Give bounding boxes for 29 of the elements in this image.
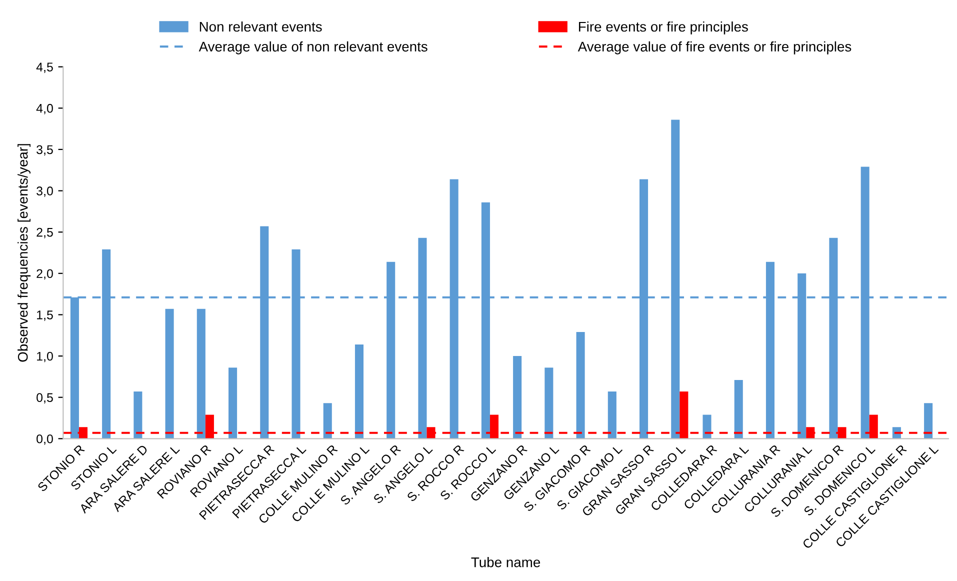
- bar: [544, 368, 554, 439]
- bar: [196, 308, 206, 439]
- y-axis-title: Observed frequencies [events/year]: [18, 144, 31, 362]
- y-tick-label: 0,0: [36, 434, 53, 445]
- y-tick-label: 4,0: [36, 104, 53, 114]
- legend-label: Average value of non relevant events: [198, 41, 428, 54]
- x-axis-title: Tube name: [471, 557, 540, 568]
- legend-label: Non relevant events: [200, 21, 322, 32]
- bar: [165, 308, 174, 439]
- y-tick-label: 3,0: [36, 186, 53, 197]
- y-tick-label: 3,5: [36, 145, 53, 156]
- y-tick-label: 1,5: [37, 310, 53, 321]
- bar: [354, 344, 364, 439]
- y-tick-label: 2,5: [36, 228, 53, 238]
- bar: [608, 392, 616, 439]
- legend-label: Average value of fire events or fire principles: [578, 41, 852, 54]
- bar: [734, 380, 743, 439]
- y-tick-label: 4,5: [36, 62, 53, 73]
- y-tick-label: 0,5: [36, 393, 53, 404]
- y-tick-label: 1,0: [37, 352, 53, 362]
- y-tick-label: 2,0: [36, 269, 53, 280]
- bar: [513, 356, 522, 439]
- bar: [323, 403, 332, 439]
- bar: [924, 403, 933, 439]
- bar: [576, 332, 585, 439]
- legend-label: Fire events or fire principles: [578, 21, 748, 34]
- bar: [702, 414, 712, 439]
- bar: [134, 392, 142, 439]
- bar: [228, 368, 238, 439]
